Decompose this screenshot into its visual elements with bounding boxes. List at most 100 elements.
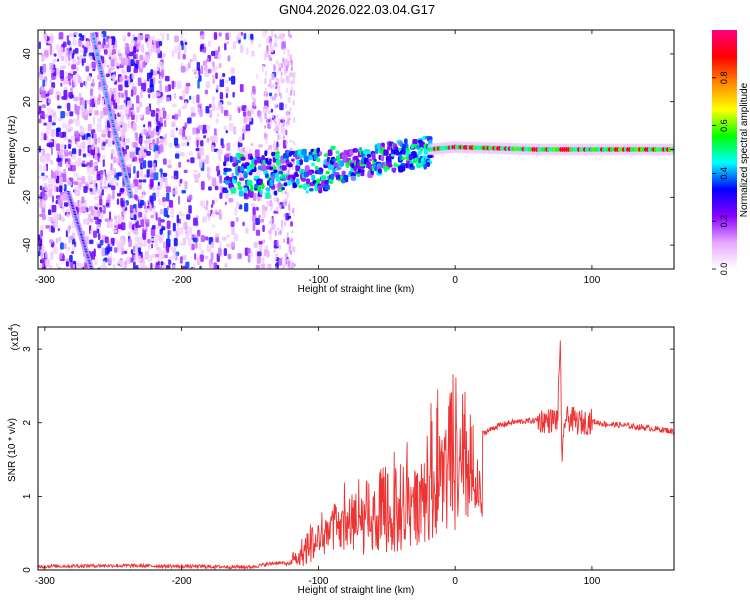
heatmap-cell (302, 183, 308, 190)
heatmap-cell (67, 143, 72, 149)
heatmap-cell (215, 232, 220, 238)
heatmap-cell (160, 265, 163, 269)
heatmap-cell (183, 221, 188, 230)
heatmap-cell (65, 125, 71, 133)
heatmap-cell (179, 256, 183, 264)
heatmap-cell (41, 187, 45, 197)
heatmap-cell (289, 72, 294, 77)
heatmap-cell (242, 128, 247, 133)
heatmap-cell (286, 237, 290, 245)
heatmap-cell (269, 78, 272, 85)
heatmap-cell (285, 170, 288, 174)
heatmap-cell (239, 148, 243, 155)
heatmap-cell (243, 116, 248, 124)
heatmap-cell (283, 213, 286, 218)
heatmap-cell (101, 134, 106, 138)
heatmap-cell (49, 47, 52, 56)
heatmap-cell (276, 114, 279, 118)
heatmap-cell (286, 191, 289, 199)
heatmap-cell (253, 242, 258, 249)
heatmap-cell (47, 99, 51, 104)
heatmap-cell (160, 261, 164, 266)
heatmap-cell (239, 177, 245, 181)
heatmap-cell (162, 110, 167, 119)
heatmap-cell (215, 72, 218, 79)
heatmap-cell (57, 236, 62, 242)
heatmap-cell (112, 190, 115, 200)
heatmap-cell (156, 121, 161, 126)
heatmap-cell (137, 184, 142, 190)
heatmap-cell (290, 80, 293, 85)
heatmap-cell (95, 220, 100, 225)
heatmap-cell (101, 189, 104, 196)
heatmap-cell (76, 56, 79, 60)
heatmap-cell (294, 171, 298, 177)
heatmap-cell (44, 76, 48, 82)
heatmap-cell (268, 144, 273, 150)
heatmap-cell (123, 95, 126, 99)
heatmap-cell (410, 143, 415, 149)
heatmap-cell (128, 51, 134, 57)
heatmap-cell (224, 193, 230, 199)
heatmap-cell (155, 212, 158, 221)
heatmap-cell (155, 125, 160, 132)
heatmap-cell (280, 75, 283, 82)
heatmap-cell (157, 251, 163, 260)
heatmap-cell (170, 214, 175, 218)
heatmap-cell (285, 65, 288, 72)
heatmap-cell (261, 155, 265, 161)
heatmap-cell (104, 43, 109, 49)
heatmap-cell (211, 98, 215, 107)
heatmap-cell (142, 152, 147, 159)
heatmap-cell (158, 128, 162, 133)
heatmap-cell (262, 105, 268, 114)
heatmap-cell (281, 187, 286, 191)
heatmap-cell (226, 41, 230, 45)
heatmap-cell (159, 229, 164, 235)
snr-x-ticks: -300 -200 -100 0 100 (35, 327, 601, 587)
heatmap-cell (404, 138, 408, 145)
heatmap-cell (175, 230, 179, 238)
heatmap-cell (287, 96, 291, 104)
heatmap-cell (285, 87, 288, 93)
heatmap-cell (184, 122, 188, 129)
x-tick-label: -300 (35, 576, 55, 587)
heatmap-cell (161, 138, 166, 142)
heatmap-cell (178, 195, 181, 205)
heatmap-cell (174, 153, 180, 159)
colorbar: 0.0 0.2 0.4 0.6 0.8 Normalized spectral ampl… (712, 30, 750, 275)
heatmap-cell (124, 260, 127, 269)
heatmap-cell (110, 185, 116, 191)
heatmap-cell (284, 190, 287, 195)
heatmap-cell (40, 155, 45, 163)
heatmap-cell (288, 260, 291, 267)
heatmap-cell (285, 253, 288, 258)
heatmap-cell (94, 110, 99, 116)
heatmap-cell (155, 41, 160, 49)
heatmap-cell (305, 178, 311, 185)
heatmap-cell (211, 241, 214, 249)
heatmap-cell (275, 59, 278, 64)
heatmap-cell (229, 155, 233, 163)
heatmap-cell (181, 142, 186, 147)
heatmap-cell (38, 105, 42, 114)
heatmap-cell (293, 116, 296, 124)
heatmap-cell (151, 224, 156, 230)
heatmap-cell (238, 142, 243, 148)
heatmap-cell (237, 147, 240, 151)
heatmap-cell (49, 251, 54, 260)
heatmap-cell (184, 41, 188, 45)
heatmap-cell (250, 107, 255, 115)
y-tick-label: 1 (22, 493, 33, 499)
heatmap-cell (54, 213, 59, 221)
heatmap-cell (81, 99, 86, 105)
heatmap-cell (213, 50, 219, 59)
heatmap-cell (202, 60, 207, 66)
heatmap-cell (206, 243, 212, 253)
heatmap-cell (252, 85, 256, 92)
heatmap-cell (81, 160, 86, 165)
heatmap-cell (65, 209, 70, 213)
heatmap-cell (138, 149, 143, 157)
heatmap-cell (393, 162, 398, 168)
heatmap-cell (48, 89, 54, 95)
